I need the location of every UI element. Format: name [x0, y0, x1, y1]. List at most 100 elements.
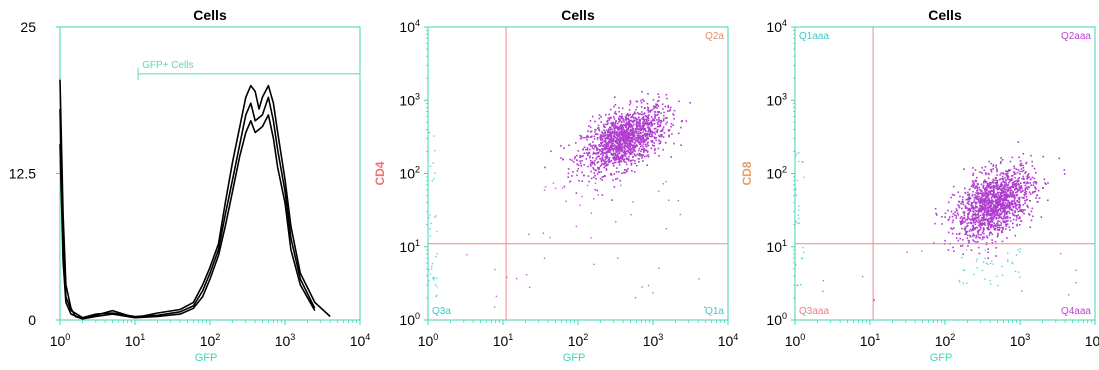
scatter-point [981, 202, 983, 204]
scatter-point [999, 208, 1002, 210]
scatter-point [591, 163, 594, 165]
scatter-point [1017, 141, 1020, 143]
scatter-point [642, 137, 645, 139]
scatter-point [609, 146, 612, 148]
scatter-point [1047, 182, 1049, 184]
scatter-point [969, 209, 971, 212]
scatter-point [1000, 216, 1002, 218]
scatter-point [580, 137, 583, 139]
scatter-point [593, 148, 595, 150]
scatter-point [978, 200, 981, 203]
scatter-point [613, 123, 616, 125]
scatter-point [620, 129, 623, 131]
scatter-point [976, 192, 979, 195]
scatter-point [989, 213, 992, 216]
scatter-point [608, 143, 610, 145]
scatter-point [615, 141, 617, 144]
scatter-point [665, 123, 667, 125]
scatter-point [983, 210, 986, 212]
scatter-point [579, 134, 581, 137]
scatter-point [621, 150, 623, 153]
scatter-point [980, 200, 982, 202]
x-axis-label: GFP [563, 352, 586, 364]
scatter-point [966, 198, 968, 201]
scatter-point [1011, 209, 1014, 212]
scatter-point [1011, 156, 1014, 159]
scatter-point [1006, 237, 1008, 239]
scatter-point [604, 132, 606, 135]
scatter-point [982, 186, 984, 188]
scatter-point [640, 141, 642, 144]
x-axis-label: GFP [930, 352, 953, 364]
scatter-point [995, 217, 998, 219]
scatter-point [604, 126, 606, 129]
scatter-point [983, 205, 986, 207]
scatter-point [623, 132, 626, 134]
scatter-point [667, 110, 669, 112]
scatter-point [962, 220, 965, 223]
scatter-point [613, 133, 616, 136]
scatter-point [983, 211, 986, 214]
scatter-point [997, 206, 999, 208]
scatter-point [1019, 160, 1022, 162]
scatter-point [629, 126, 632, 128]
scatter-point [434, 172, 436, 174]
scatter-point [627, 126, 630, 128]
scatter-point [619, 149, 621, 152]
scatter-point [1019, 185, 1022, 187]
scatter-point [797, 214, 800, 216]
scatter-point [941, 216, 943, 218]
scatter-point [1017, 200, 1019, 203]
scatter-point [612, 153, 614, 155]
scatter-point [985, 218, 987, 221]
y-tick-label: 25 [20, 19, 36, 35]
scatter-point [650, 125, 652, 127]
scatter-point [649, 123, 651, 125]
scatter-point [627, 117, 630, 120]
scatter-point [996, 222, 999, 224]
scatter-point [626, 143, 629, 145]
scatter-point [1004, 185, 1006, 188]
scatter-point [1004, 221, 1007, 223]
scatter-point [1075, 269, 1077, 271]
scatter-point [618, 158, 621, 161]
scatter-point [590, 177, 593, 180]
scatter-point [1025, 187, 1027, 189]
scatter-point [1035, 182, 1037, 185]
scatter-point [630, 139, 632, 141]
scatter-point [1019, 206, 1021, 209]
scatter-point [992, 182, 994, 184]
scatter-point [981, 195, 983, 197]
scatter-point [967, 194, 969, 196]
scatter-point [966, 230, 969, 233]
scatter-point [561, 187, 564, 189]
scatter-point [1017, 197, 1020, 199]
scatter-point [964, 226, 967, 228]
scatter-point [1008, 210, 1010, 213]
scatter-point [1001, 265, 1003, 268]
scatter-point [629, 144, 631, 147]
scatter-point [618, 151, 621, 154]
scatter-point [1013, 195, 1015, 197]
scatter-point [600, 116, 602, 118]
scatter-point [990, 225, 992, 227]
scatter-point [967, 201, 969, 203]
scatter-point [634, 116, 637, 119]
scatter-point [1000, 185, 1003, 188]
scatter-point [1013, 196, 1015, 199]
scatter-point [625, 157, 628, 159]
scatter-point [1045, 183, 1047, 185]
scatter-point [653, 113, 656, 116]
scatter-point [994, 200, 997, 202]
scatter-point [798, 152, 800, 154]
scatter-point [988, 197, 990, 200]
scatter-point [964, 233, 966, 236]
scatter-point [644, 141, 646, 143]
scatter-point [581, 155, 583, 158]
scatter-point [647, 133, 649, 135]
scatter-point [1028, 186, 1031, 189]
scatter-point [999, 202, 1001, 204]
scatter-point [616, 131, 619, 134]
scatter-point [996, 275, 998, 278]
scatter-point [980, 204, 983, 207]
